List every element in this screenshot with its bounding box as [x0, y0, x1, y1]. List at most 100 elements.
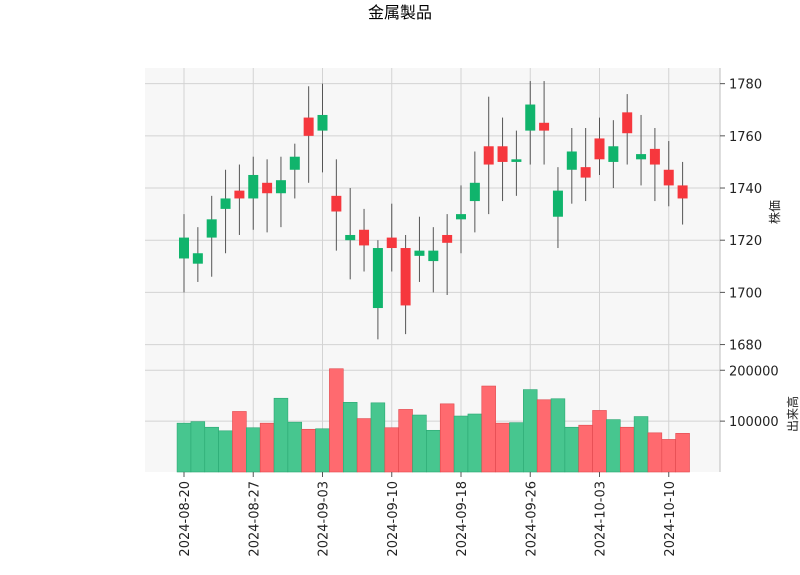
price-tick-label: 1740: [729, 182, 762, 197]
candle-body: [400, 248, 411, 306]
date-tick-label: 2024-08-27: [247, 481, 262, 557]
candle-body: [483, 146, 494, 165]
volume-bar: [550, 398, 566, 473]
candle-body: [636, 154, 647, 160]
volume-tick-label: 100000: [729, 415, 779, 430]
volume-bar: [232, 411, 247, 473]
candle-body: [608, 146, 619, 162]
candle-body: [234, 190, 245, 199]
candle-body: [206, 219, 217, 238]
price-tick-label: 1780: [729, 78, 762, 93]
volume-bar: [661, 439, 676, 473]
volume-bar: [467, 413, 483, 473]
price-tick-label: 1680: [729, 339, 762, 354]
volume-bar: [453, 415, 469, 473]
volume-bar: [509, 422, 524, 473]
candle-body: [663, 169, 674, 186]
candle-body: [497, 146, 508, 162]
volume-bar: [342, 402, 358, 473]
price-tick-label: 1700: [729, 286, 762, 301]
candle-body: [414, 250, 425, 256]
price-tick-label: 1760: [729, 130, 762, 145]
candle-body: [192, 253, 203, 264]
date-axis-ticks: 2024-08-20 2024-08-27 2024-09-03 2024-09-10…: [178, 472, 678, 557]
candle-body: [594, 138, 605, 160]
grid-lines: [145, 68, 720, 472]
volume-bar: [356, 418, 372, 473]
candle-body: [275, 180, 286, 194]
volume-axis-ticks: 100000 200000: [720, 364, 779, 430]
candle-body: [456, 214, 466, 220]
candles: [179, 81, 688, 340]
volume-bar: [246, 427, 261, 473]
candle-body: [677, 185, 688, 199]
volume-bar: [675, 433, 690, 473]
candle-body: [359, 229, 370, 246]
candle-body: [372, 248, 383, 309]
volume-bar: [384, 427, 399, 473]
volume-bar: [633, 416, 649, 473]
candle-body: [345, 234, 356, 241]
candle-body: [511, 159, 522, 162]
volume-bar: [301, 428, 316, 473]
price-tick-label: 1720: [729, 234, 762, 249]
volume-bar: [426, 429, 441, 473]
volume-bar: [592, 410, 607, 473]
candle-body: [566, 151, 577, 170]
volume-bar: [190, 421, 206, 473]
price-axis-label: 株価: [767, 200, 782, 224]
candle-body: [262, 182, 273, 194]
candle-body: [303, 117, 314, 136]
volume-bar: [204, 426, 219, 473]
volume-bar: [370, 402, 386, 473]
date-tick-label: 2024-09-26: [524, 481, 539, 557]
volume-bar: [647, 432, 663, 473]
date-tick-label: 2024-08-20: [178, 481, 193, 557]
candle-body: [539, 122, 550, 131]
price-axis-ticks: 1680 1700 1720 1740 1760 1780: [720, 78, 762, 354]
volume-bar: [606, 419, 621, 473]
volume-bar: [329, 368, 344, 473]
volume-bar: [481, 385, 496, 473]
volume-bar: [315, 428, 330, 473]
volume-bar: [523, 389, 538, 473]
volume-tick-label: 200000: [729, 364, 779, 379]
candle-body: [525, 104, 536, 131]
volume-bar: [564, 426, 580, 473]
candle-body: [442, 234, 453, 243]
candle-body: [248, 174, 259, 199]
volume-bar: [273, 397, 289, 473]
volume-bar: [536, 399, 552, 473]
volume-bar: [398, 409, 413, 473]
date-tick-label: 2024-09-03: [317, 481, 332, 557]
candle-body: [179, 237, 189, 259]
volume-bar: [218, 430, 233, 473]
candle-body: [622, 112, 633, 134]
candle-body: [580, 167, 591, 178]
volume-bars: [176, 368, 690, 473]
candle-body: [317, 114, 328, 131]
candle-body: [552, 190, 563, 217]
date-tick-label: 2024-09-10: [386, 481, 401, 557]
candle-body: [469, 182, 480, 202]
volume-axis-label: 出来高: [785, 396, 800, 432]
candle-body: [386, 237, 397, 249]
candle-body: [428, 250, 439, 262]
candle-body: [289, 156, 300, 170]
candle-body: [220, 198, 231, 209]
volume-bar: [439, 403, 455, 473]
candle-body: [649, 148, 660, 165]
volume-bar: [259, 422, 275, 473]
volume-bar: [495, 422, 510, 473]
date-tick-label: 2024-10-03: [594, 481, 609, 557]
chart-title: 金属製品: [368, 3, 432, 22]
volume-bar: [287, 421, 303, 473]
price-plot-area: [145, 68, 720, 355]
date-tick-label: 2024-10-10: [663, 481, 678, 557]
volume-bar: [578, 424, 593, 473]
volume-bar: [176, 422, 192, 473]
candle-body: [331, 195, 342, 212]
volume-bar: [412, 414, 427, 473]
volume-bar: [619, 426, 635, 473]
